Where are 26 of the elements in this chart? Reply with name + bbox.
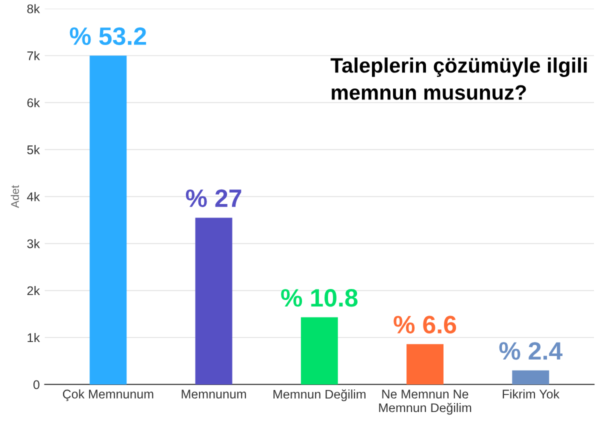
x-tick-label: Ne Memnun Ne Memnun Değilim (379, 390, 472, 415)
y-tick-label: 7k (27, 51, 40, 60)
x-tick-label: Memnun Değilim (274, 389, 366, 402)
x-tick-label: Memnunum (182, 390, 246, 399)
bar (90, 56, 127, 384)
y-tick-label: 8k (27, 4, 40, 14)
bar (195, 218, 232, 384)
annotation: % 2.4 (499, 342, 562, 360)
bar (406, 344, 444, 384)
y-tick-label: 0 (33, 380, 40, 390)
y-tick-label: 5k (27, 145, 40, 154)
bar (300, 317, 338, 384)
x-tick-label: Fikrim Yok (502, 389, 560, 399)
y-tick-label: 1k (28, 332, 40, 342)
text: Taleplerin çözümüyle ilgili memnun musunuz? (330, 58, 587, 100)
x-tick-label: Çok Memnunum (62, 389, 154, 402)
annotation: % 27 (186, 189, 242, 208)
y-tick-label: 6k (27, 98, 40, 108)
y-tick-label: 4k (27, 192, 40, 202)
y-tick-label: 2k (27, 286, 40, 296)
annotation: % 6.6 (394, 316, 456, 334)
annotation: % 53.2 (70, 27, 146, 46)
y-axis-title: Adet (10, 185, 19, 208)
bar (512, 370, 550, 384)
y-tick-label: 3k (27, 239, 40, 248)
annotation: % 10.8 (281, 289, 358, 307)
